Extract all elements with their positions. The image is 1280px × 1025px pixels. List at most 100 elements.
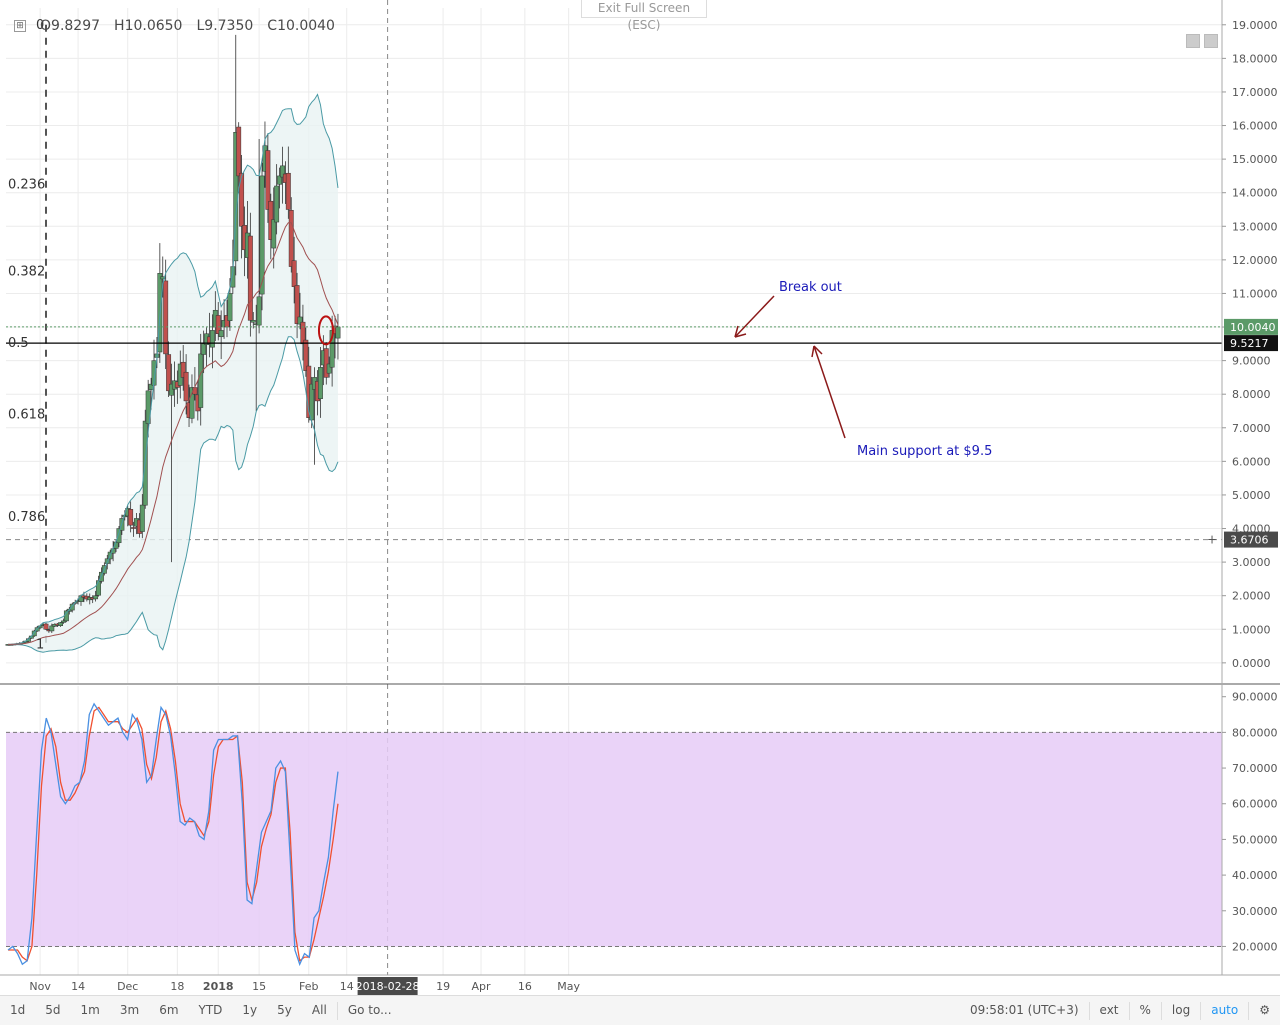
fib-level-label: 1 — [36, 637, 44, 652]
candle-body — [69, 603, 75, 611]
support-arrowhead — [811, 345, 823, 358]
time-tick-label: Nov — [29, 980, 51, 993]
settings-gear-icon[interactable]: ⚙ — [1259, 1003, 1270, 1017]
clock-timezone[interactable]: 09:58:01 (UTC+3) — [969, 1003, 1079, 1017]
stoch-tick-label: 70.0000 — [1232, 762, 1278, 775]
toolbar-divider — [1248, 1001, 1250, 1020]
high-value: 10.0650 — [124, 18, 183, 34]
candle-body — [201, 343, 207, 355]
goto-date-button[interactable]: Go to... — [347, 1003, 392, 1017]
stoch-tick-label: 20.0000 — [1232, 940, 1278, 953]
percent-scale-toggle[interactable]: % — [1139, 1003, 1151, 1017]
candle — [326, 356, 332, 378]
candle-body — [166, 354, 172, 392]
price-tick-label: 7.0000 — [1232, 422, 1271, 435]
breakout-arrowhead — [734, 325, 747, 338]
price-tick-label: 19.0000 — [1232, 19, 1278, 32]
timeframe-6m-button[interactable]: 6m — [159, 1003, 179, 1017]
auto-scale-toggle[interactable]: auto — [1211, 1003, 1239, 1017]
candle — [93, 590, 99, 602]
price-tick-label: 14.0000 — [1232, 187, 1278, 200]
candle-body — [49, 625, 55, 632]
candle — [265, 133, 271, 223]
ohlc-readout: ⊞ O9.8297 H10.0650 L9.7350 C10.0040 — [14, 18, 335, 34]
timeframe-1m-button[interactable]: 1m — [80, 1003, 100, 1017]
candle-body — [93, 595, 99, 600]
candle-body — [43, 623, 49, 630]
candle-body — [145, 390, 151, 424]
extended-hours-toggle[interactable]: ext — [1099, 1003, 1119, 1017]
stoch-tick-label: 60.0000 — [1232, 798, 1278, 811]
candle-body — [335, 326, 341, 339]
candle — [317, 347, 323, 418]
stoch-tick-label: 90.0000 — [1232, 691, 1278, 704]
candle — [139, 494, 145, 539]
crosshair-price-box — [1224, 531, 1278, 548]
price-tick-label: 9.0000 — [1232, 355, 1271, 368]
candle-body — [297, 316, 303, 325]
candle — [166, 341, 172, 397]
candle-body — [116, 528, 122, 544]
price-tick-label: 16.0000 — [1232, 120, 1278, 133]
timeframe-3m-button[interactable]: 3m — [119, 1003, 140, 1017]
candle — [61, 618, 66, 624]
bottom-toolbar: 1d 5d 1m 3m 6m YTD 1y 5y All Go to... 09… — [0, 995, 1280, 1025]
timeframe-ytd-button[interactable]: YTD — [198, 1003, 223, 1017]
candle-body — [96, 580, 101, 596]
candle-body — [274, 185, 280, 223]
exit-fullscreen-button[interactable]: Exit Full Screen (ESC) — [581, 0, 707, 32]
time-tick-label: May — [557, 980, 580, 993]
candle-body — [236, 126, 242, 177]
candle-body — [300, 321, 306, 345]
pane-controls — [1186, 34, 1218, 48]
timeframe-all-button[interactable]: All — [311, 1003, 327, 1017]
candle — [180, 345, 186, 391]
price-tick-label: 17.0000 — [1232, 86, 1278, 99]
pause-icon[interactable] — [1204, 34, 1218, 48]
toolbar-divider — [336, 1001, 338, 1020]
stoch-d-line — [8, 706, 339, 962]
candle — [163, 259, 169, 370]
time-tick-label: Dec — [117, 980, 138, 993]
candle-body — [180, 361, 186, 378]
candle-body — [288, 210, 294, 267]
price-tick-label: 0.0000 — [1232, 657, 1271, 670]
timeframe-5d-button[interactable]: 5d — [45, 1003, 61, 1017]
open-value: 9.8297 — [51, 18, 101, 34]
candle — [300, 304, 306, 361]
candle — [131, 521, 137, 537]
annotation-support: Main support at $9.5 — [857, 444, 992, 459]
timeframe-5y-button[interactable]: 5y — [277, 1003, 292, 1017]
open-label: O — [40, 18, 52, 34]
time-tick-label: 14 — [71, 980, 85, 993]
bollinger-upper — [8, 93, 339, 645]
candle — [239, 154, 245, 259]
candle-body — [169, 383, 174, 396]
collapse-icon[interactable]: ⊞ — [14, 20, 26, 32]
stoch-k-line — [7, 702, 339, 967]
time-tick-label: Feb — [299, 980, 318, 993]
candle — [259, 162, 265, 311]
candle-body — [163, 280, 169, 355]
crosshair-date-label: 2018-02-28 — [356, 980, 420, 993]
price-tick-label: 6.0000 — [1232, 455, 1271, 468]
bollinger-lower — [8, 336, 339, 653]
timeframe-1d-button[interactable]: 1d — [10, 1003, 26, 1017]
candle — [183, 354, 189, 415]
timeframe-1y-button[interactable]: 1y — [242, 1003, 258, 1017]
candle-body — [285, 172, 291, 210]
log-scale-toggle[interactable]: log — [1171, 1003, 1191, 1017]
candle — [323, 342, 329, 385]
close-label: C — [267, 18, 278, 34]
crosshair-plus-icon: + — [1207, 533, 1217, 547]
candle-body — [131, 527, 137, 529]
candle-body — [98, 571, 104, 582]
candle — [169, 363, 174, 563]
candle-body — [227, 293, 233, 321]
candle-body — [265, 150, 271, 210]
candle — [128, 501, 134, 533]
maximize-pane-icon[interactable] — [1186, 34, 1200, 48]
candle-body — [215, 315, 221, 334]
price-tick-label: 1.0000 — [1232, 623, 1271, 636]
